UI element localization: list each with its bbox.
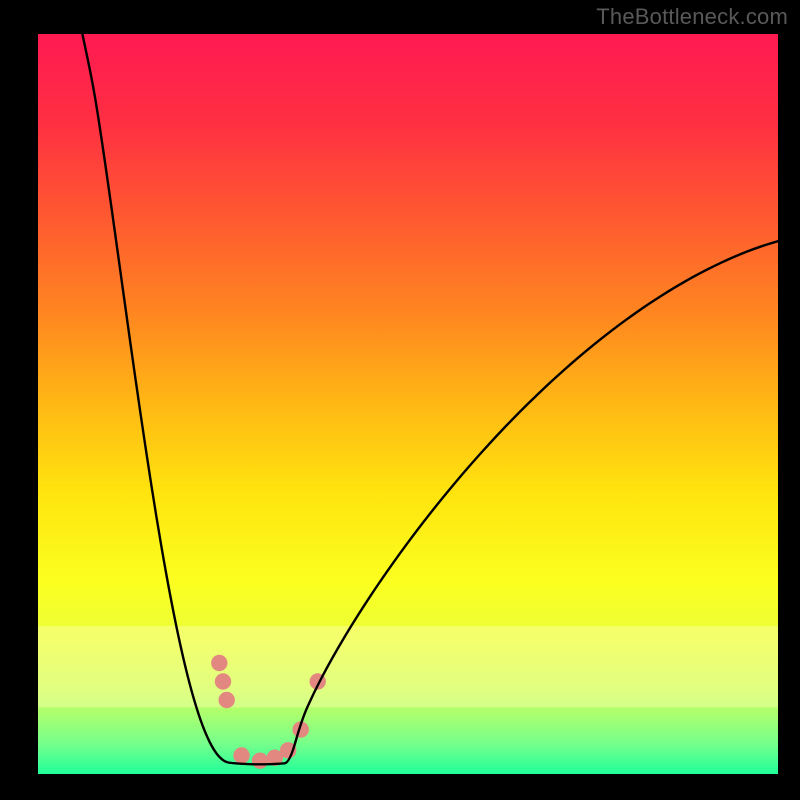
bottleneck-chart bbox=[0, 0, 800, 800]
data-marker bbox=[211, 655, 227, 671]
watermark-text: TheBottleneck.com bbox=[596, 4, 788, 30]
lower-pale-band bbox=[38, 626, 778, 707]
data-marker bbox=[252, 752, 268, 768]
data-marker bbox=[233, 747, 249, 763]
chart-container: TheBottleneck.com bbox=[0, 0, 800, 800]
data-marker bbox=[219, 692, 235, 708]
data-marker bbox=[215, 673, 231, 689]
